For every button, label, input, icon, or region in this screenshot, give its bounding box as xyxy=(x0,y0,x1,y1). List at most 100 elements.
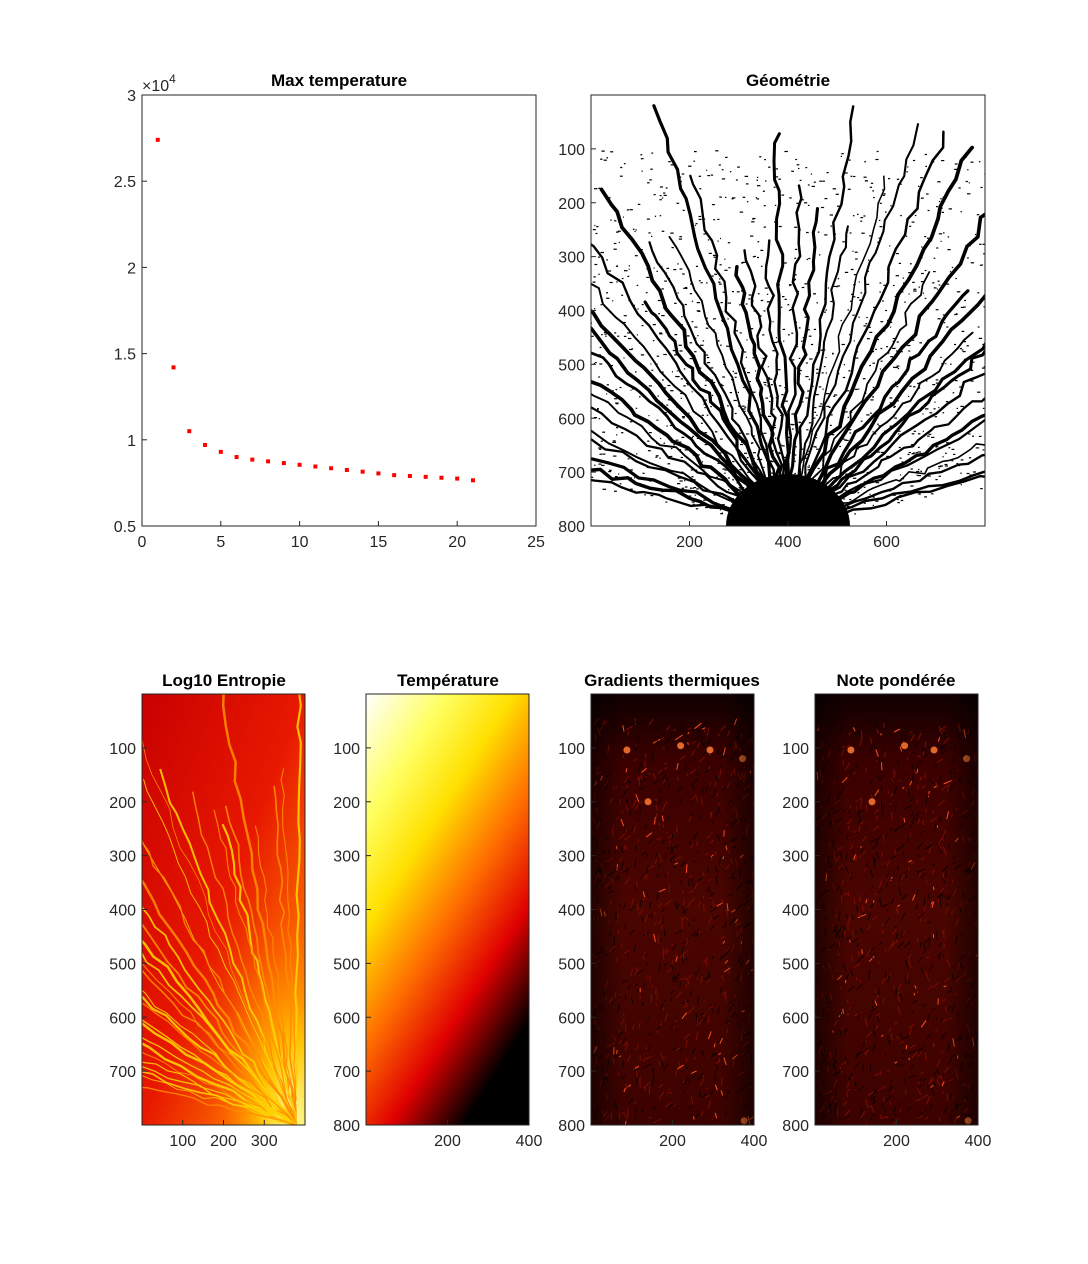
geometry-speck xyxy=(768,400,771,403)
entropy-branch xyxy=(142,989,297,1125)
entropy-ytick-label: 200 xyxy=(109,795,136,812)
geometry-speck xyxy=(705,327,709,329)
geometry-speck xyxy=(806,329,810,331)
geometry-speck xyxy=(557,269,559,270)
scatter-point xyxy=(329,466,334,471)
geometry-speck xyxy=(550,471,552,472)
geometry-speck xyxy=(679,268,683,270)
geometry-speck xyxy=(683,287,687,289)
geometry-speck xyxy=(1071,370,1072,371)
geometry-speck xyxy=(897,430,901,432)
geometry-speck xyxy=(762,334,765,336)
geometry-speck xyxy=(907,344,911,347)
geometry-speck xyxy=(942,456,944,458)
geometry-speck xyxy=(546,258,547,259)
geometry-speck xyxy=(565,238,566,239)
geometry-speck xyxy=(914,214,917,217)
geometry-speck xyxy=(755,358,758,361)
geometry-speck xyxy=(714,318,716,320)
geometry-speck xyxy=(615,403,619,405)
geometry-speck xyxy=(587,253,589,254)
geometry-speck xyxy=(646,268,648,270)
geometry-speck xyxy=(1074,461,1077,462)
geometry-speck xyxy=(895,275,899,277)
geometry-speck xyxy=(1044,405,1045,406)
x-axis-log10-entropie: 100 200 300 xyxy=(169,1120,278,1150)
geometry-speck xyxy=(712,318,715,320)
geometry-speck xyxy=(768,166,771,168)
geometry-speck xyxy=(1017,287,1019,288)
geometry-speck xyxy=(545,340,549,341)
entropy-branches xyxy=(142,694,302,1125)
geometry-speck xyxy=(884,211,887,213)
geometry-speck xyxy=(841,438,845,440)
geometry-speck xyxy=(792,476,796,478)
geometry-speck xyxy=(1066,437,1068,438)
geometry-speck xyxy=(780,306,783,308)
geometry-speck xyxy=(839,476,841,478)
geometry-speck xyxy=(898,446,901,449)
geometry-speck xyxy=(781,445,785,447)
geometry-speck xyxy=(566,186,569,187)
geometry-speck xyxy=(760,494,762,496)
panel-max-temperature: Max temperature 0 5 10 15 20 25 0.511.522.53 … xyxy=(114,71,545,551)
geometry-speck xyxy=(812,481,815,483)
geometry-speck xyxy=(718,164,721,166)
geometry-speck xyxy=(541,223,544,224)
geometry-speck xyxy=(1040,364,1043,365)
geometry-speck xyxy=(617,230,621,232)
geometry-speck xyxy=(935,445,939,447)
geometry-speck xyxy=(681,436,685,438)
geometry-speck xyxy=(718,475,720,477)
geometry-speck xyxy=(956,313,958,315)
geometry-speck xyxy=(1021,252,1024,253)
geometry-speck xyxy=(612,390,614,392)
geometry-speck xyxy=(742,408,746,410)
geometry-speck xyxy=(736,482,739,484)
geometry-speck xyxy=(1016,355,1019,356)
geometry-speck xyxy=(746,457,749,459)
geometry-speck xyxy=(791,453,794,455)
geometry-speck xyxy=(929,240,933,242)
geometry-speck xyxy=(1011,267,1013,268)
geometry-speck xyxy=(698,280,701,282)
geometry-speck xyxy=(811,185,815,187)
entropy-branch xyxy=(142,841,297,1125)
geometry-speck xyxy=(683,368,686,370)
geometry-speck xyxy=(1009,175,1011,176)
geometry-speck xyxy=(1032,391,1034,392)
geometry-speck xyxy=(969,245,971,247)
geometry-speck xyxy=(908,460,911,462)
geometry-speck xyxy=(682,273,685,275)
geometry-speck xyxy=(806,500,809,502)
geometry-speck xyxy=(762,514,764,516)
geometry-speck xyxy=(688,165,692,167)
geometry-speck xyxy=(808,513,810,515)
geometry-speck xyxy=(754,255,756,257)
geometry-speck xyxy=(786,508,788,511)
geometry-speck xyxy=(688,412,690,414)
geometry-speck xyxy=(754,501,756,503)
geometry-speck xyxy=(979,243,982,245)
geometry-speck xyxy=(577,276,579,277)
geometry-speck xyxy=(862,378,866,380)
geometry-speck xyxy=(621,294,624,296)
geometry-speck xyxy=(647,450,651,452)
geometry-speck xyxy=(627,332,631,334)
geometry-speck xyxy=(800,199,804,201)
geometry-speck xyxy=(1035,220,1038,221)
geometry-speck xyxy=(651,369,654,371)
geometry-speck xyxy=(775,168,778,170)
geometry-speck xyxy=(618,241,620,244)
geometry-speck xyxy=(810,502,813,504)
geometry-speck xyxy=(832,352,834,354)
gradient-xtick-label: 400 xyxy=(741,1133,768,1150)
geometry-speck xyxy=(796,202,800,204)
geometry-speck xyxy=(749,486,753,488)
geometry-speck xyxy=(838,514,841,516)
geometry-speck xyxy=(1023,416,1024,417)
entropy-ytick-label: 700 xyxy=(109,1064,136,1081)
geometry-speck xyxy=(880,451,885,453)
geometry-speck xyxy=(816,448,819,450)
geometry-speck xyxy=(841,343,845,346)
